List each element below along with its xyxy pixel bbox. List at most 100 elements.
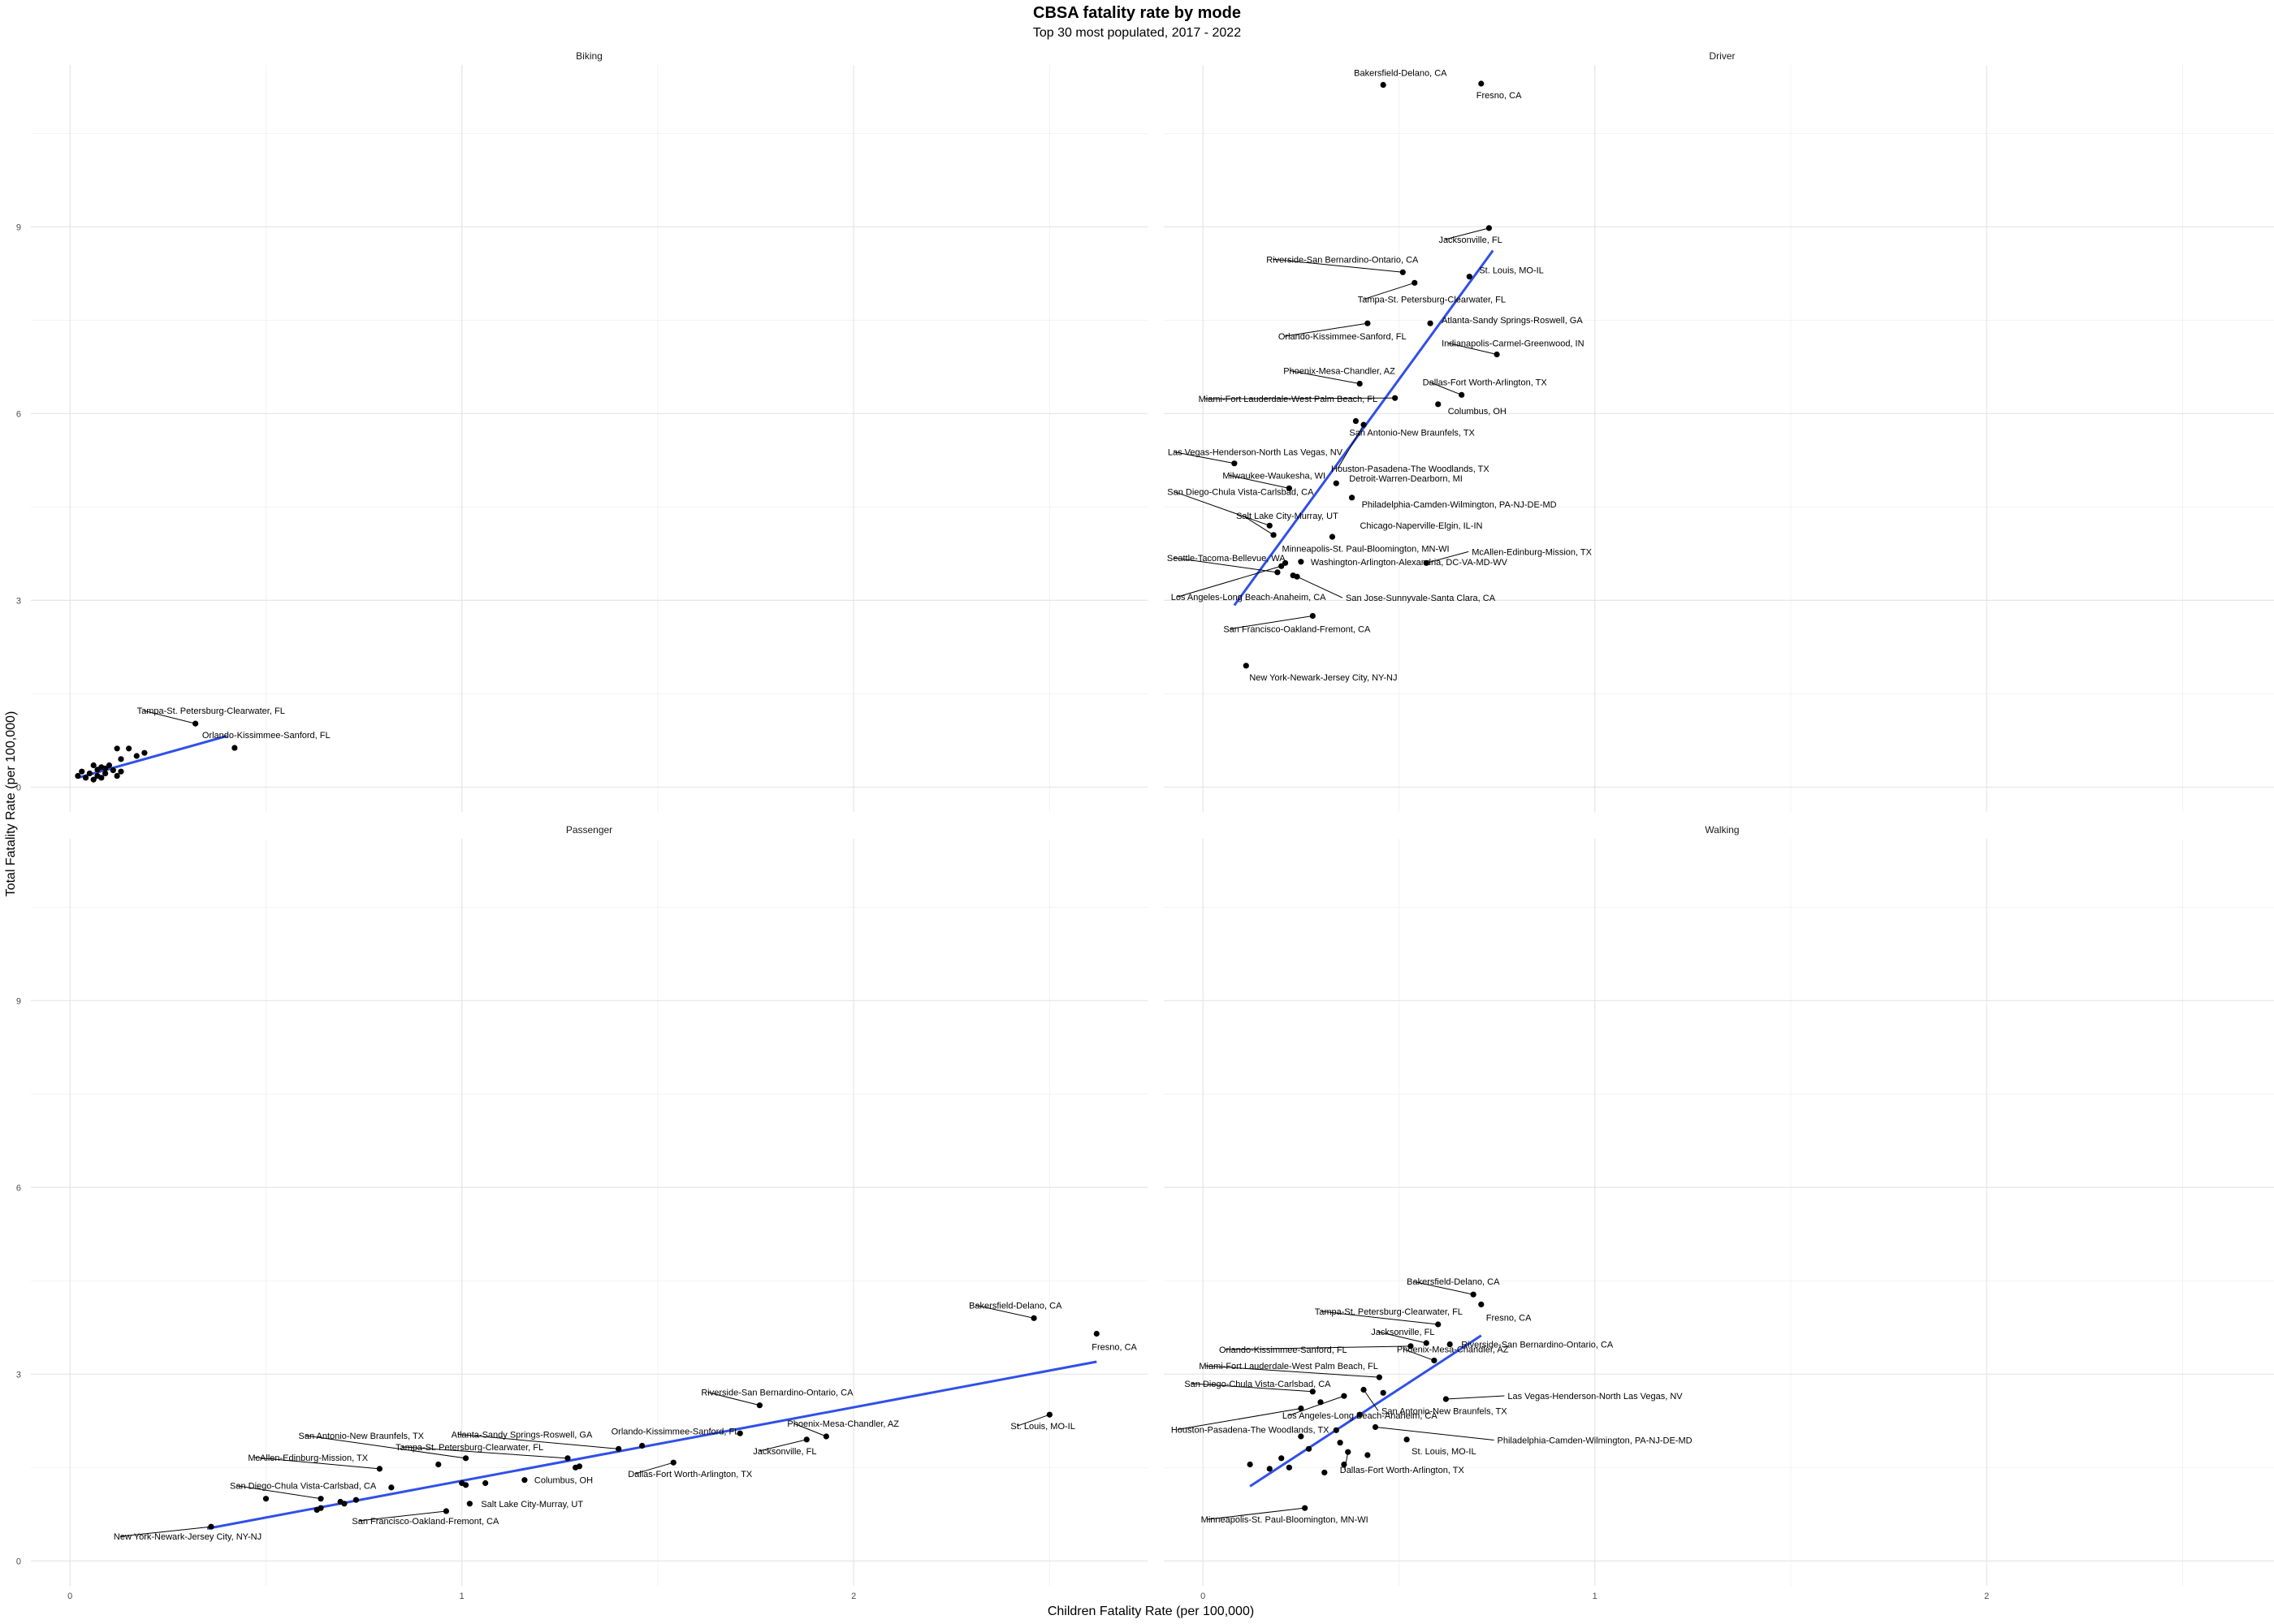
data-point [1247,1461,1253,1468]
label-connector [1429,381,1462,395]
point-label: Tampa-St. Petersburg-Clearwater, FL [137,706,285,716]
point-label: Philadelphia-Camden-Wilmington, PA-NJ-DE… [1498,1436,1693,1446]
point-label: Atlanta-Sandy Springs-Roswell, GA [452,1430,593,1440]
point-label: Philadelphia-Camden-Wilmington, PA-NJ-DE… [1362,500,1557,510]
point-label: Salt Lake City-Murray, UT [1236,512,1338,521]
data-point [435,1461,442,1468]
point-label: Minneapolis-St. Paul-Bloomington, MN-WI [1201,1515,1368,1525]
facet-strip-label: Biking [576,50,603,62]
data-point [639,1442,646,1449]
data-point [1478,1301,1485,1308]
point-label: Riverside-San Bernardino-Ontario, CA [1461,1341,1614,1350]
data-point [341,1501,348,1507]
label-connector [1296,576,1343,598]
data-point [388,1484,395,1491]
data-point [564,1455,571,1462]
data-point [1352,417,1360,425]
label-connector [401,1446,568,1459]
x-tick-label: 1 [460,1592,465,1601]
panel-driver: Driver Bakersfield-Delano, CA Fresno, CA Ja… [1164,50,2274,812]
point-label: Orlando-Kissimmee-Sanford, FL [1278,332,1407,342]
point-label: New York-Newark-Jersey City, NY-NJ [1249,673,1397,683]
data-point [1423,559,1429,566]
point-label: Detroit-Warren-Dearborn, MI [1349,474,1463,484]
label-connector [793,1423,827,1437]
point-label: Dallas-Fort Worth-Arlington, TX [1340,1466,1465,1475]
label-connector [1337,424,1364,469]
point-label: Fresno, CA [1486,1313,1532,1323]
point-label: Washington-Arlington-Alexandria, DC-VA-M… [1311,558,1508,568]
data-point [126,745,132,752]
data-point [1348,495,1355,501]
data-point [262,1496,270,1502]
label-connector [1290,370,1360,385]
data-point [1364,1452,1371,1458]
point-label: Orlando-Kissimmee-Sanford, FL [612,1427,740,1437]
label-connector [1174,490,1270,526]
point-label: Minneapolis-St. Paul-Bloomington, MN-WI [1282,544,1450,554]
data-point [114,745,120,752]
label-connector [1321,1311,1438,1325]
data-point [110,767,116,774]
label-connector [1446,1395,1505,1400]
data-point [466,1501,473,1507]
data-point [1446,1341,1453,1348]
point-label: Bakersfield-Delano, CA [1354,69,1447,79]
data-point [670,1459,677,1466]
point-label: Salt Lake City-Murray, UT [481,1500,583,1510]
data-point [443,1508,450,1514]
label-connector [1225,1345,1411,1350]
point-label: San Antonio-New Braunfels, TX [1349,429,1475,438]
point-label: Los Angeles-Long Beach-Anaheim, CA [1171,593,1326,603]
panel-biking: Biking 0 3 6 9 Tampa-St. Petersburg-Clearwate… [16,50,1148,812]
point-label: Orlando-Kissimmee-Sanford, FL [202,731,331,741]
data-point [106,762,113,769]
data-point [114,772,120,780]
point-label: Tampa-St. Petersburg-Clearwater, FL [1358,295,1506,304]
point-label: Houston-Pasadena-The Woodlands, TX [1171,1426,1329,1436]
label-connector [975,1304,1035,1319]
point-label: Bakersfield-Delano, CA [969,1301,1062,1311]
point-label: Las Vegas-Henderson-North Las Vegas, NV [1507,1392,1683,1402]
data-point [102,770,109,777]
y-tick-label: 0 [16,1557,21,1566]
data-point [1317,1399,1324,1406]
y-tick-label: 3 [16,596,21,606]
label-connector [358,1510,447,1522]
data-point [1333,480,1339,486]
point-label: Dallas-Fort Worth-Arlington, TX [1423,378,1548,387]
data-point [133,753,140,759]
point-label: Dallas-Fort Worth-Arlington, TX [628,1470,753,1479]
data-point [1380,1389,1386,1396]
label-connector [1017,1414,1050,1427]
data-point [1286,485,1292,491]
data-point [1286,1464,1292,1471]
data-point [1282,559,1289,566]
data-point [1270,532,1277,538]
data-point [1274,569,1281,576]
label-connector [119,1526,211,1537]
label-connector [759,1439,807,1452]
label-connector [1177,565,1282,598]
point-label: Fresno, CA [1476,91,1522,101]
y-tick-label: 6 [16,409,21,419]
x-tick-label: 0 [67,1592,72,1601]
point-label: McAllen-Edinburg-Mission, TX [248,1453,368,1463]
data-point [1329,533,1336,540]
label-connector [634,1462,674,1475]
point-label: St. Louis, MO-IL [1010,1422,1074,1432]
data-point [1403,1436,1410,1443]
data-point [86,770,93,777]
data-point [1337,1440,1343,1446]
y-tick-label: 9 [16,996,21,1006]
point-label: Phoenix-Mesa-Chandler, AZ [1397,1345,1509,1354]
label-connector [254,1457,380,1470]
label-connector [1230,615,1313,629]
panels: Biking 0 3 6 9 Tampa-St. Petersburg-Clearwate… [16,50,2274,1601]
y-tick-label: 3 [16,1370,21,1380]
y-tick-label: 6 [16,1183,21,1193]
point-label: San Francisco-Oakland-Fremont, CA [1223,625,1371,635]
point-label: Bakersfield-Delano, CA [1407,1277,1500,1287]
point-label: Miami-Fort Lauderdale-West Palm Beach, F… [1199,1362,1378,1371]
